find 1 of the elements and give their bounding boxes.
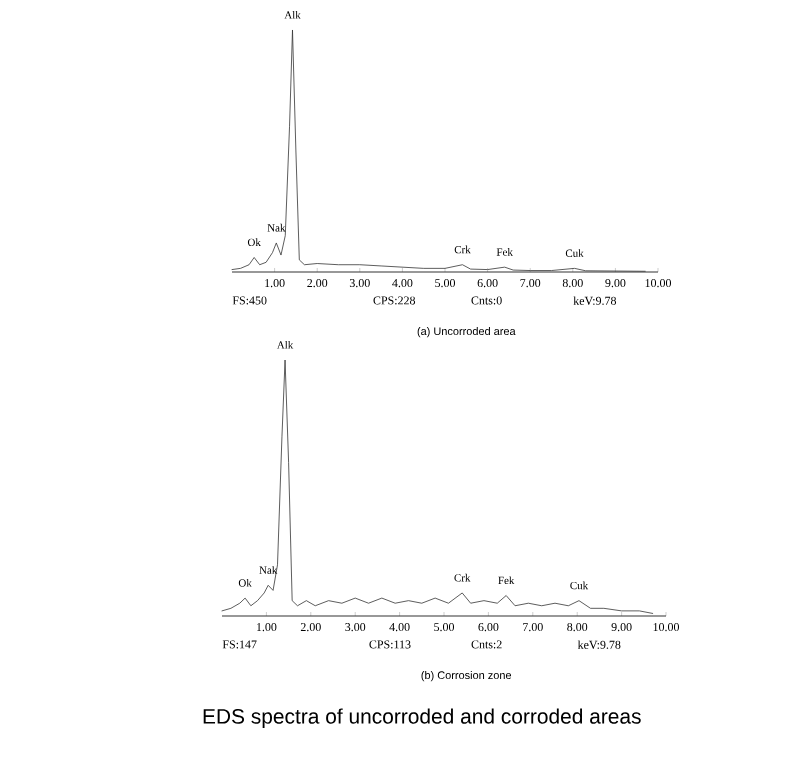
text: EDS spectra of uncorroded and corroded areas [203,708,641,728]
